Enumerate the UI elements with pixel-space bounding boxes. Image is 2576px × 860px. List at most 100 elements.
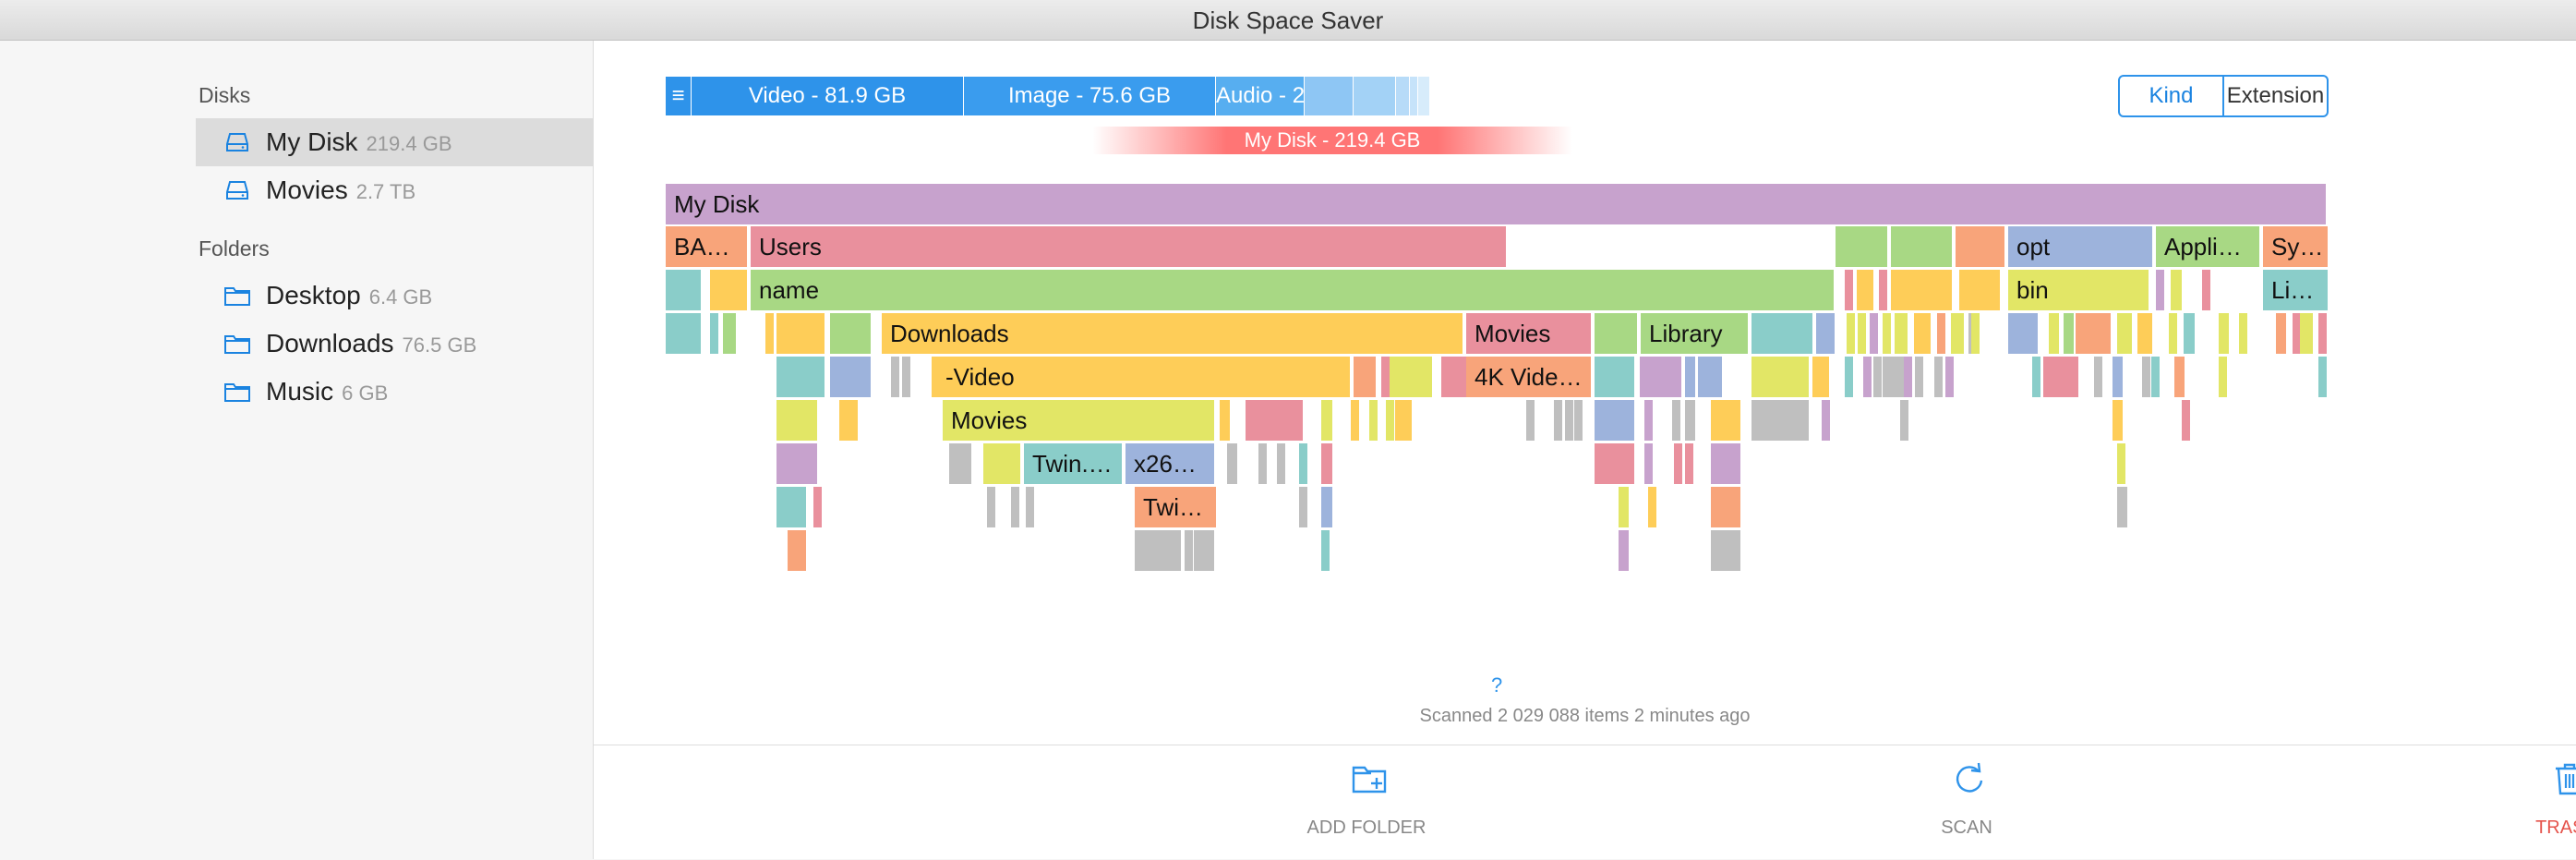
treemap-cell-l5-movies[interactable]: Movies: [943, 400, 1216, 442]
treemap-cell[interactable]: [1565, 400, 1574, 442]
sidebar-item-downloads[interactable]: Downloads 76.5 GB: [196, 320, 593, 368]
treemap-cell[interactable]: [1685, 400, 1696, 442]
treemap-cell[interactable]: [710, 270, 749, 312]
treemap-cell[interactable]: [1574, 400, 1583, 442]
treemap-cell[interactable]: [2202, 270, 2211, 312]
treemap-cell[interactable]: [1674, 443, 1683, 486]
treemap-cell-l1-opt[interactable]: opt: [2008, 226, 2154, 269]
treemap-cell[interactable]: [1369, 400, 1378, 442]
kind-segment[interactable]: Image - 75.6 GB: [964, 77, 1215, 115]
treemap-cell[interactable]: [1321, 530, 1330, 573]
treemap-cell[interactable]: [1937, 313, 1946, 356]
extension-toggle-button[interactable]: Extension: [2226, 83, 2325, 108]
treemap-cell[interactable]: [2169, 313, 2178, 356]
treemap-cell[interactable]: [987, 487, 996, 529]
treemap-cell[interactable]: [1711, 443, 1742, 486]
treemap-cell[interactable]: [2276, 313, 2287, 356]
treemap-cell[interactable]: [666, 270, 703, 312]
treemap-cell[interactable]: [710, 313, 719, 356]
treemap-cell[interactable]: [1863, 357, 1872, 399]
treemap-cell[interactable]: [2117, 313, 2134, 356]
treemap-cell[interactable]: [2219, 313, 2230, 356]
treemap-cell[interactable]: [1321, 487, 1334, 529]
treemap-cell[interactable]: [1870, 313, 1879, 356]
treemap-cell[interactable]: [776, 357, 826, 399]
treemap-cell[interactable]: [1595, 400, 1636, 442]
treemap-cell[interactable]: [1711, 400, 1742, 442]
treemap-cell[interactable]: [666, 313, 703, 356]
treemap-cell[interactable]: [1026, 487, 1035, 529]
treemap-cell[interactable]: [1595, 357, 1636, 399]
kind-menu-button[interactable]: ≡: [666, 77, 691, 115]
treemap-cell[interactable]: [1816, 313, 1836, 356]
scan-button[interactable]: SCAN: [1847, 745, 2087, 860]
treemap-cell[interactable]: [1595, 443, 1636, 486]
treemap-cell[interactable]: [1904, 357, 1913, 399]
treemap-cell[interactable]: [1895, 313, 1909, 356]
treemap-cell[interactable]: [2113, 357, 2124, 399]
treemap-cell[interactable]: [765, 313, 775, 356]
treemap-cell[interactable]: [776, 400, 819, 442]
kind-segment[interactable]: [1410, 77, 1417, 115]
treemap-cell[interactable]: [1956, 226, 2006, 269]
treemap-cell[interactable]: [1959, 270, 2002, 312]
treemap-cell-l1-sys[interactable]: Sy…: [2263, 226, 2329, 269]
treemap-cell[interactable]: [2239, 313, 2248, 356]
treemap-cell-l2-name[interactable]: name: [751, 270, 1836, 312]
treemap-cell[interactable]: [723, 313, 738, 356]
treemap-cell-l3-downloads[interactable]: Downloads: [882, 313, 1464, 356]
treemap-cell-l1-users[interactable]: Users: [751, 226, 1508, 269]
treemap-cell[interactable]: [2008, 313, 2040, 356]
treemap-cell[interactable]: [1711, 487, 1742, 529]
sidebar-item-movies[interactable]: Movies 2.7 TB: [196, 166, 593, 214]
treemap-cell[interactable]: [1845, 357, 1854, 399]
treemap-cell[interactable]: [949, 443, 973, 486]
treemap-cell[interactable]: [2117, 443, 2126, 486]
sidebar-item-my-disk[interactable]: My Disk 219.4 GB: [196, 118, 593, 166]
trash-button[interactable]: TRASH: [2447, 745, 2576, 860]
treemap-cell[interactable]: [1698, 357, 1724, 399]
treemap-cell[interactable]: [839, 400, 860, 442]
treemap-cell[interactable]: [2137, 313, 2154, 356]
treemap-cell[interactable]: [1644, 400, 1654, 442]
treemap-cell[interactable]: [983, 443, 1022, 486]
treemap-cell[interactable]: [1277, 443, 1286, 486]
kind-segment[interactable]: [1305, 77, 1353, 115]
treemap-cell[interactable]: [1751, 400, 1811, 442]
treemap-cell[interactable]: [2219, 357, 2228, 399]
treemap-cell-l4-video[interactable]: -Video: [937, 357, 1352, 399]
treemap-cell[interactable]: [2184, 313, 2197, 356]
treemap-cell[interactable]: [1194, 530, 1216, 573]
kind-segment[interactable]: [1418, 77, 1429, 115]
treemap-cell[interactable]: [1883, 313, 1892, 356]
treemap-cell[interactable]: [1258, 443, 1268, 486]
treemap-cell[interactable]: [1246, 400, 1305, 442]
treemap-cell[interactable]: [1390, 357, 1434, 399]
treemap-cell[interactable]: [2032, 357, 2041, 399]
treemap-cell[interactable]: [1220, 400, 1231, 442]
treemap-cell-l2-bin[interactable]: bin: [2008, 270, 2150, 312]
treemap-cell[interactable]: [1354, 357, 1378, 399]
treemap-cell[interactable]: [2076, 313, 2113, 356]
help-link[interactable]: ?: [1491, 673, 1503, 696]
treemap-cell[interactable]: [1812, 357, 1831, 399]
treemap-cell[interactable]: [776, 443, 819, 486]
treemap-cell[interactable]: [1951, 313, 1966, 356]
treemap-cell-l6-twin1[interactable]: Twin.…: [1024, 443, 1124, 486]
treemap-cell[interactable]: [776, 313, 826, 356]
treemap-cell[interactable]: [1619, 487, 1630, 529]
treemap-cell[interactable]: [1648, 487, 1657, 529]
treemap-cell[interactable]: [1526, 400, 1535, 442]
treemap-cell[interactable]: [891, 357, 900, 399]
treemap-cell[interactable]: [776, 487, 808, 529]
treemap-cell[interactable]: [2174, 357, 2185, 399]
treemap-cell[interactable]: [1640, 357, 1683, 399]
treemap-cell[interactable]: [1299, 487, 1308, 529]
treemap-cell[interactable]: [1836, 226, 1889, 269]
treemap-cell[interactable]: [830, 357, 873, 399]
treemap-cell-l1-apps[interactable]: Appli…: [2156, 226, 2261, 269]
treemap-cell[interactable]: [1395, 400, 1414, 442]
treemap-cell[interactable]: [1554, 400, 1563, 442]
treemap-cell[interactable]: [813, 487, 823, 529]
treemap-cell[interactable]: [1672, 400, 1681, 442]
